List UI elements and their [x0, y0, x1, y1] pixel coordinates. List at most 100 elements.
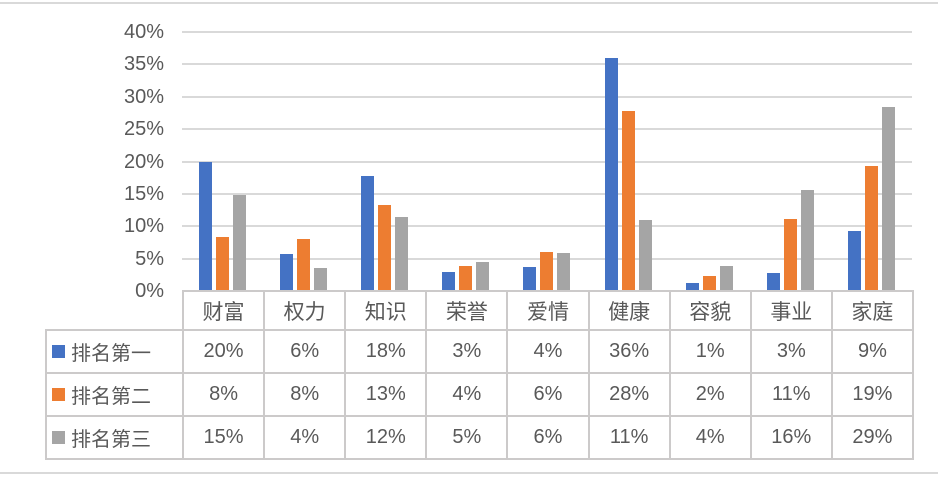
series-legend-entry: 排名第一 [47, 337, 182, 366]
y-axis-tick-label: 30% [123, 85, 164, 108]
bar-series3-cat9 [881, 106, 895, 291]
gridline-15pct [182, 192, 912, 195]
category-header-row: 财富 权力 知识 荣誉 爱情 健康 容貌 事业 家庭 [46, 290, 914, 331]
series-legend-entry: 排名第二 [47, 380, 182, 409]
value-cell: 19% [830, 372, 914, 417]
bar-series1-cat9 [847, 230, 861, 291]
category-label: 荣誉 [425, 290, 509, 331]
bar-series1-cat6 [604, 57, 618, 291]
value-cell: 1% [668, 329, 752, 374]
bar-series3-cat2 [314, 267, 328, 291]
value-cell: 18% [344, 329, 428, 374]
bar-series2-cat2 [297, 239, 311, 291]
value-cell: 6% [263, 329, 347, 374]
bar-series2-cat7 [702, 275, 716, 291]
y-axis-tick-label: 10% [123, 215, 164, 238]
y-axis-tick-label: 5% [135, 247, 164, 270]
value-cell: 11% [749, 372, 833, 417]
value-cell: 9% [830, 329, 914, 374]
value-cell: 12% [344, 415, 428, 460]
category-label: 权力 [263, 290, 347, 331]
y-axis-tick-label: 35% [123, 53, 164, 76]
value-cell: 13% [344, 372, 428, 417]
gridline-20pct [182, 160, 912, 163]
y-axis-tick-label: 20% [123, 150, 164, 173]
value-cell: 29% [830, 415, 914, 460]
bar-series3-cat7 [719, 265, 733, 291]
series-name: 排名第二 [71, 386, 151, 408]
bar-group-7 [669, 32, 750, 291]
bar-series1-cat7 [685, 282, 699, 291]
category-label: 事业 [749, 290, 833, 331]
value-cell: 4% [263, 415, 347, 460]
bar-series1-cat2 [280, 254, 294, 291]
bar-group-2 [263, 32, 344, 291]
value-cell: 5% [425, 415, 509, 460]
value-cell: 6% [506, 415, 590, 460]
value-cell: 4% [425, 372, 509, 417]
bar-series1-cat8 [766, 272, 780, 291]
category-label: 容貌 [668, 290, 752, 331]
value-cell: 36% [587, 329, 671, 374]
bar-series3-cat8 [800, 190, 814, 291]
gridline-10pct [182, 225, 912, 228]
value-cell: 3% [425, 329, 509, 374]
bar-series2-cat8 [783, 219, 797, 291]
series-label-cell: 排名第二 [45, 372, 184, 417]
series-color-marker [52, 388, 65, 401]
series-color-marker [52, 431, 65, 444]
category-label: 健康 [587, 290, 671, 331]
bar-series1-cat3 [361, 176, 375, 291]
category-label: 财富 [181, 290, 266, 331]
bar-group-9 [831, 32, 912, 291]
value-cell: 8% [263, 372, 347, 417]
bar-series1-cat1 [199, 161, 213, 291]
value-cell: 6% [506, 372, 590, 417]
series-label-cell: 排名第三 [45, 415, 184, 460]
data-table: 财富 权力 知识 荣誉 爱情 健康 容貌 事业 家庭 排名第一 20% 6% 18% 3% 4% 36% 1% 3… [45, 290, 914, 460]
bar-series3-cat5 [557, 253, 571, 291]
y-axis-tick-label: 0% [135, 280, 164, 302]
value-cell: 8% [181, 372, 266, 417]
value-cell: 16% [749, 415, 833, 460]
bar-group-4 [425, 32, 506, 291]
category-label: 家庭 [830, 290, 914, 331]
y-axis-tick-label: 15% [123, 182, 164, 205]
bar-series3-cat3 [395, 217, 409, 291]
bar-group-8 [750, 32, 831, 291]
value-cell: 20% [181, 329, 266, 374]
gridline-30pct [182, 95, 912, 98]
gridline-40pct [182, 31, 912, 33]
bar-series3-cat6 [638, 219, 652, 291]
bar-series2-cat3 [378, 204, 392, 291]
series-row-1: 排名第一 20% 6% 18% 3% 4% 36% 1% 3% 9% [45, 329, 914, 374]
bar-series2-cat1 [216, 236, 230, 291]
value-cell: 4% [506, 329, 590, 374]
bar-group-6 [588, 32, 669, 291]
y-axis-tick-label: 25% [123, 118, 164, 141]
series-row-2: 排名第二 8% 8% 13% 4% 6% 28% 2% 11% 19% [45, 372, 914, 417]
gridline-35pct [182, 63, 912, 66]
bar-series2-cat5 [540, 251, 554, 291]
bar-series-container [182, 32, 912, 291]
value-cell: 15% [181, 415, 266, 460]
value-cell: 28% [587, 372, 671, 417]
series-name: 排名第一 [71, 343, 151, 365]
chart-top-border [0, 2, 938, 4]
series-label-cell: 排名第一 [45, 329, 184, 374]
bar-series2-cat4 [459, 265, 473, 291]
y-axis-tick-label: 40% [123, 21, 164, 43]
value-cell: 4% [668, 415, 752, 460]
series-name: 排名第三 [71, 429, 151, 451]
series-color-marker [52, 345, 65, 358]
bar-series2-cat9 [864, 166, 878, 291]
bar-series3-cat1 [233, 194, 247, 291]
value-cell: 2% [668, 372, 752, 417]
series-row-3: 排名第三 15% 4% 12% 5% 6% 11% 4% 16% 29% [45, 415, 914, 460]
bar-series1-cat5 [523, 267, 537, 291]
bar-series3-cat4 [476, 261, 490, 291]
category-label: 知识 [344, 290, 428, 331]
chart-bottom-border [0, 472, 938, 474]
bar-group-1 [182, 32, 263, 291]
